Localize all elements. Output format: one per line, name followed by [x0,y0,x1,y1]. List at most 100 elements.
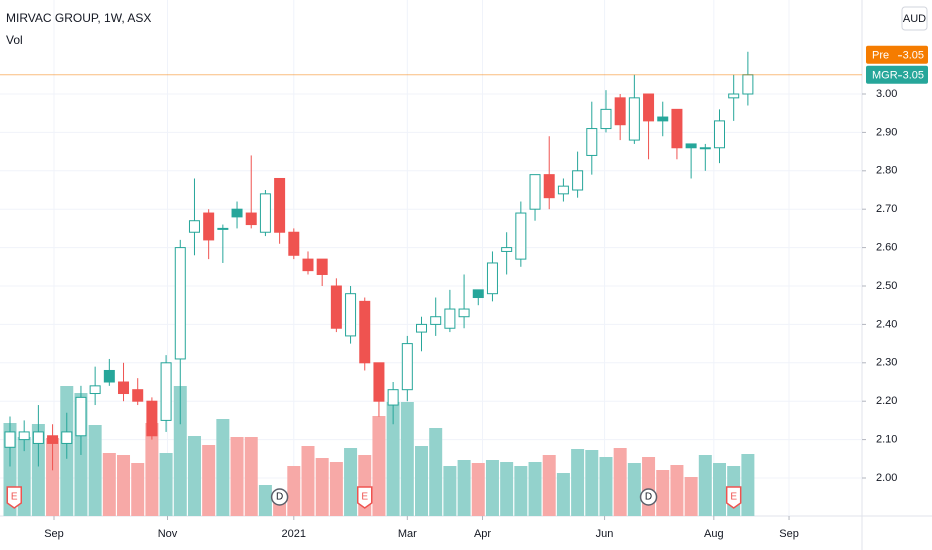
event-label: E [730,492,737,503]
volume-bar [485,460,499,516]
candle-body [600,108,612,130]
event-marker[interactable]: D [639,488,658,506]
y-tick-label: 2.40 [876,318,897,330]
volume-bar [258,485,272,516]
x-tick-label: Sep [44,528,64,540]
x-tick-label: Mar [398,528,417,540]
volume-bar [301,446,315,516]
candle-body [586,128,598,156]
candle-body [259,193,271,233]
candle-body [472,289,484,299]
volume-bar [642,457,656,516]
volume-bar [102,453,116,516]
volume-bar [528,462,542,516]
candle-body [643,93,655,122]
volume-bar [713,463,726,516]
volume-bar [287,466,301,516]
candle-body [486,262,498,295]
candle-body [416,323,428,333]
price-label-name: MGR [872,70,898,82]
price-label-name: Pre [872,50,889,62]
candle-body [288,231,300,256]
event-label: E [11,492,18,503]
candle-body [32,431,44,444]
volume-bar [187,436,201,516]
candle-body [245,212,257,226]
candle-body [47,435,59,444]
volume-bar [31,424,45,516]
event-marker[interactable]: D [270,488,289,506]
volume-bar [244,437,258,516]
candle-body [501,247,513,252]
chart-title: MIRVAC GROUP, 1W, ASX [6,11,151,25]
candle-body [61,431,73,444]
event-marker[interactable]: E [357,486,373,509]
volume-bar [429,428,443,516]
event-label: D [276,492,283,503]
y-tick-label: 2.10 [876,434,897,446]
volume-bar [670,465,684,516]
candle-body [572,170,584,191]
event-shape [639,488,658,506]
volume-bar [415,446,429,516]
price-label-value: 3.05 [903,50,924,62]
currency[interactable]: AUD [903,13,926,25]
volume-bar [599,457,613,516]
candle-body [387,389,399,406]
volume-bar [627,463,641,516]
volume-bar [230,437,244,516]
candle-body [557,185,569,195]
x-tick-label: Apr [474,528,491,540]
y-tick-label: 2.20 [876,395,897,407]
volume-bar [471,463,485,516]
event-marker[interactable]: E [6,486,23,509]
candle-body [132,389,144,402]
volume-bar [315,458,329,516]
event-marker[interactable]: E [725,486,742,509]
event-shape [725,486,742,509]
event-label: E [361,492,368,503]
candle-body [458,308,470,318]
currency-box[interactable] [901,6,928,31]
candle-body [174,247,186,360]
volume-bar [514,466,528,516]
candle-body [75,396,87,437]
candle-body [529,174,541,210]
candle-body [657,116,669,122]
candle-body [685,143,697,149]
candle-body [444,308,456,329]
volume-bar [500,462,514,516]
volume-bar [741,454,755,516]
candle-body [4,431,16,448]
volume-bar [684,477,698,516]
volume-bar [159,453,173,516]
y-tick-label: 2.30 [876,357,897,369]
x-tick-label: 2021 [282,528,306,540]
x-tick-label: Sep [779,528,799,540]
candle-body [188,220,200,233]
x-tick-label: Jun [596,528,614,540]
volume-bar [372,416,386,516]
candle-body [231,208,243,218]
price-label-value: 3.05 [903,70,924,82]
volume-bar [656,470,670,516]
volume-bar [443,466,457,516]
y-tick-label: 2.50 [876,280,897,292]
volume-bar [117,455,131,516]
event-shape [270,488,289,506]
candle-body [160,362,172,421]
candle-body [373,362,385,402]
candle-body [217,227,229,230]
y-tick-label: 2.80 [876,165,897,177]
y-tick-label: 2.00 [876,472,897,484]
candle-body [89,385,101,395]
candle-body [430,316,442,325]
volume-bar [571,449,585,516]
candle-body [742,74,754,95]
price-label-box [866,65,928,84]
candle-body [401,343,413,391]
volume-bar [556,473,570,516]
volume-bar [542,455,556,516]
candle-body [699,147,711,150]
